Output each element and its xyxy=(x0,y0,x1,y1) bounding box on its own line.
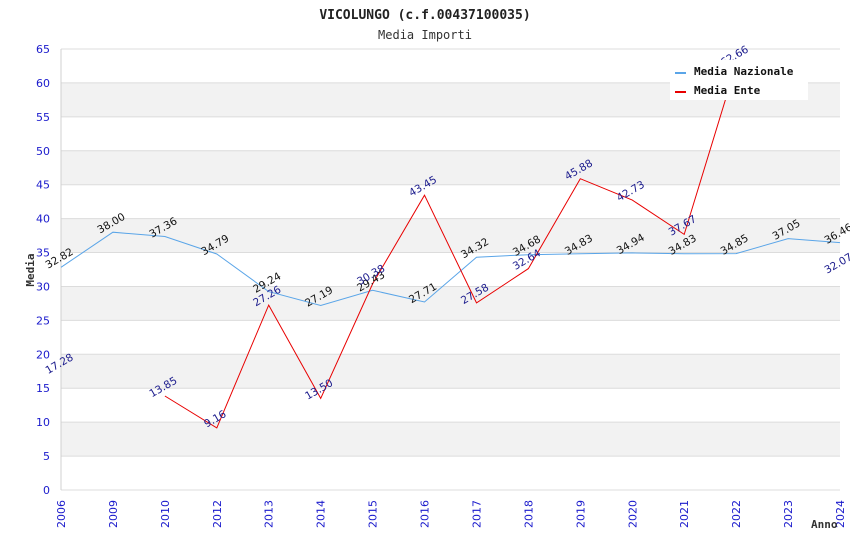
y-tick-label: 0 xyxy=(43,484,50,497)
data-label: 32.07 xyxy=(822,251,850,276)
y-axis-label: Media xyxy=(24,253,37,286)
x-tick-label: 2024 xyxy=(834,500,847,528)
x-tick-label: 2009 xyxy=(107,500,120,528)
legend: Media Nazionale Media Ente xyxy=(670,60,808,100)
chart-subtitle: Media Importi xyxy=(378,28,472,42)
y-tick-label: 10 xyxy=(36,416,50,429)
y-tick-label: 35 xyxy=(36,247,50,260)
y-tick-label: 30 xyxy=(36,280,50,293)
x-tick-label: 2021 xyxy=(678,500,691,528)
x-tick-label: 2013 xyxy=(263,500,276,528)
grid-bands xyxy=(61,82,840,457)
x-tick-label: 2020 xyxy=(626,500,639,528)
x-tick-label: 2018 xyxy=(522,500,535,528)
chart-title: VICOLUNGO (c.f.00437100035) xyxy=(319,8,530,23)
grid-band xyxy=(61,218,840,253)
y-tick-label: 25 xyxy=(36,314,50,327)
series-line-media-nazionale xyxy=(60,231,841,307)
x-tick-label: 2006 xyxy=(55,500,68,528)
y-tick-label: 45 xyxy=(36,179,50,192)
y-tick-label: 40 xyxy=(36,213,50,226)
y-tick-label: 60 xyxy=(36,77,50,90)
x-tick-label: 2019 xyxy=(574,500,587,528)
x-tick-label: 2015 xyxy=(367,500,380,528)
x-tick-label: 2014 xyxy=(315,500,328,528)
legend-box xyxy=(670,60,808,100)
x-tick-label: 2016 xyxy=(419,500,432,528)
x-axis-label: Anno xyxy=(811,518,838,531)
y-axis-ticks: 0 5 10 15 20 25 30 35 40 45 50 55 60 65 xyxy=(36,43,50,497)
series-line-media-ente xyxy=(164,64,737,429)
y-tick-label: 15 xyxy=(36,382,50,395)
y-tick-label: 65 xyxy=(36,43,50,56)
grid-band xyxy=(61,354,840,389)
x-axis-ticks: 2006 2009 2010 2012 2013 2014 2015 2016 2017 2018… xyxy=(55,500,847,528)
x-tick-label: 2023 xyxy=(782,500,795,528)
x-tick-label: 2012 xyxy=(211,500,224,528)
series-lines xyxy=(60,64,841,429)
y-tick-label: 55 xyxy=(36,111,50,124)
x-tick-label: 2017 xyxy=(470,500,483,528)
x-tick-label: 2022 xyxy=(730,500,743,528)
y-tick-label: 50 xyxy=(36,145,50,158)
grid-band xyxy=(61,286,840,321)
y-tick-label: 5 xyxy=(43,450,50,463)
legend-label-media-nazionale: Media Nazionale xyxy=(694,65,794,78)
x-tick-label: 2010 xyxy=(159,500,172,528)
y-tick-label: 20 xyxy=(36,348,50,361)
legend-label-media-ente: Media Ente xyxy=(694,84,761,97)
grid-band xyxy=(61,150,840,185)
grid-band xyxy=(61,422,840,457)
